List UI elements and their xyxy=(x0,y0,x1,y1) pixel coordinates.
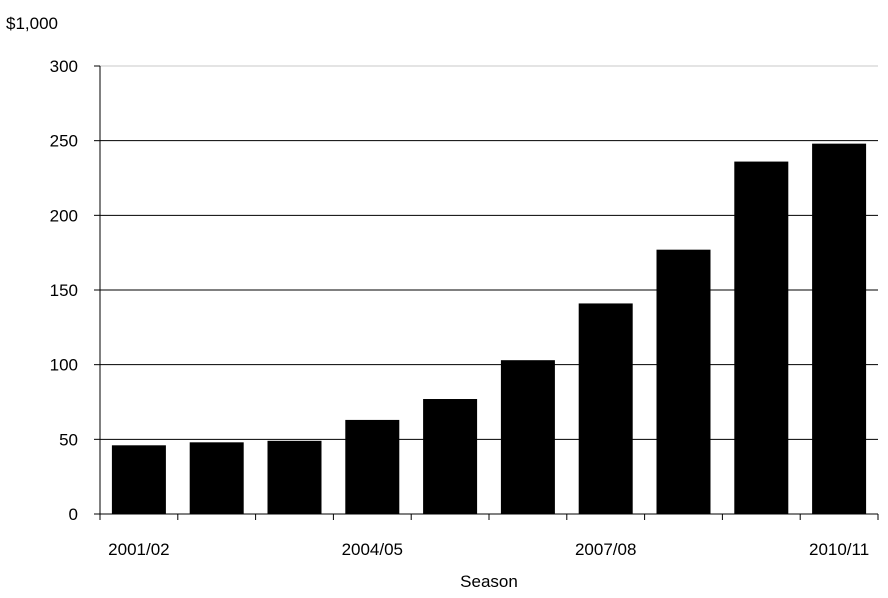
bar xyxy=(267,440,322,514)
y-axis-ticks: 0 50 100 150 200 250 300 xyxy=(50,57,100,524)
bar xyxy=(423,399,478,514)
bar xyxy=(500,360,555,514)
y-tick-label: 100 xyxy=(50,356,78,375)
bar xyxy=(189,442,244,514)
bar xyxy=(656,249,711,514)
bar xyxy=(111,445,166,514)
y-tick-label: 300 xyxy=(50,57,78,76)
unit-label: $1,000 xyxy=(6,14,58,33)
bars xyxy=(111,143,867,515)
x-axis-title: Season xyxy=(460,572,518,591)
x-tick-label: 2007/08 xyxy=(575,540,636,559)
y-tick-label: 250 xyxy=(50,132,78,151)
bar xyxy=(578,303,633,514)
y-tick-label: 0 xyxy=(69,505,78,524)
x-axis-ticks: 2001/02 2004/05 2007/08 2010/11 xyxy=(99,514,879,559)
bar xyxy=(812,143,867,515)
y-tick-label: 200 xyxy=(50,206,78,225)
bar xyxy=(345,419,400,514)
y-tick-label: 50 xyxy=(59,430,78,449)
x-tick-label: 2001/02 xyxy=(108,540,169,559)
x-tick-label: 2010/11 xyxy=(809,540,869,559)
x-tick-label: 2004/05 xyxy=(342,540,403,559)
bar xyxy=(734,161,789,514)
y-tick-label: 150 xyxy=(50,281,78,300)
